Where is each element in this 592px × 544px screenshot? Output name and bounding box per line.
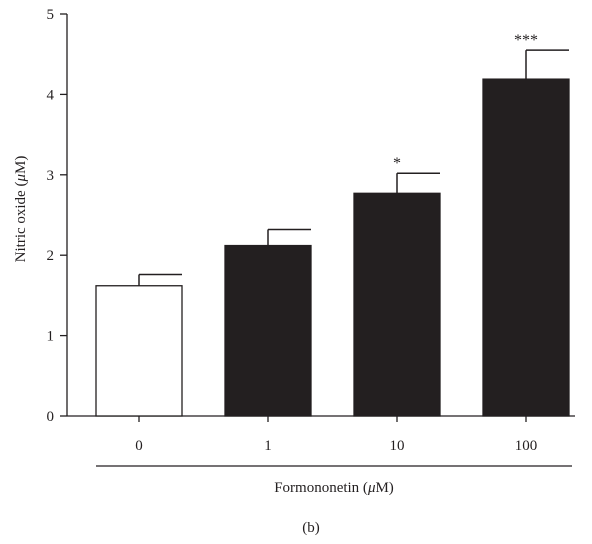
panel-label: (b) [302,520,320,536]
bar-0 [95,285,183,417]
x-tick-label-10: 10 [390,438,405,454]
bars [95,78,570,417]
x-tick-labels: 0 1 10 100 [135,438,537,454]
y-tick-label-0: 0 [47,409,55,425]
significance-10: * [393,155,401,172]
y-tick-label-1: 1 [47,329,55,345]
bar-1 [224,244,312,417]
significance-markers: **** [393,32,538,172]
significance-100: *** [514,32,538,49]
bar-10 [353,192,441,417]
y-tick-label-4: 4 [47,87,55,103]
x-axis [67,415,575,422]
y-tick-label-5: 5 [47,7,55,23]
x-tick-label-1: 1 [264,438,272,454]
x-tick-label-100: 100 [515,438,538,454]
y-axis: 0 1 2 3 4 5 [47,7,68,425]
error-bars [138,49,569,286]
y-tick-label-2: 2 [47,248,55,264]
y-tick-label-3: 3 [47,168,55,184]
x-tick-label-0: 0 [135,438,143,454]
x-axis-label: Formononetin (μM) [274,480,394,496]
bar-100 [482,78,570,417]
y-axis-label: Nitric oxide (μM) [13,156,29,263]
